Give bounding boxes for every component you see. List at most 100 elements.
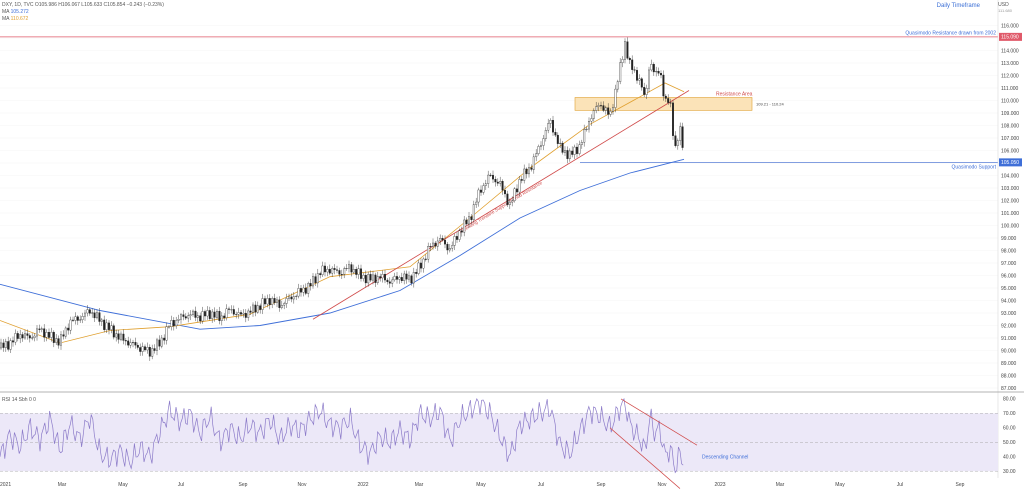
price-tick-label-6: 110.000 <box>1001 98 1019 104</box>
candle-body-239 <box>573 146 576 155</box>
candle-body-251 <box>602 105 605 111</box>
candle-body-203 <box>487 174 490 184</box>
time-label-7: Mar <box>415 482 424 488</box>
candle-body-171 <box>410 275 413 284</box>
rsi-line[interactable] <box>0 397 684 474</box>
candle-body-229 <box>549 120 552 124</box>
candle-body-103 <box>247 310 250 318</box>
candle-body-2 <box>4 341 7 348</box>
candle-body-268 <box>643 87 646 95</box>
candle-body-116 <box>278 299 281 308</box>
candle-body-133 <box>319 273 322 275</box>
candle-body-33 <box>79 319 82 321</box>
descending-channel-label: Descending Channel <box>702 454 748 460</box>
price-tick-label-19: 97.000 <box>1001 261 1017 267</box>
candle-body-119 <box>285 298 288 304</box>
candle-body-85 <box>204 311 206 317</box>
time-label-11: Nov <box>658 482 667 488</box>
price-tick-label-17: 99.000 <box>1001 236 1017 242</box>
rsi-tick-labels: 80.00 70.00 60.00 50.00 40.00 30.00 <box>1003 397 1016 475</box>
candle-body-67 <box>160 337 163 347</box>
candle-body-283 <box>679 126 682 141</box>
candle-body-118 <box>283 303 286 306</box>
candle-body-35 <box>84 312 86 317</box>
candle-body-165 <box>396 276 398 280</box>
descending-channel-upper[interactable] <box>620 398 698 446</box>
price-tick-label-12: 104.000 <box>1001 173 1019 179</box>
candle-body-235 <box>564 150 566 153</box>
candle-body-167 <box>400 277 403 282</box>
candle-body-248 <box>595 106 598 111</box>
candle-body-195 <box>468 216 470 225</box>
candle-body-145 <box>348 264 350 269</box>
candle-body-215 <box>516 188 518 193</box>
candle-body-189 <box>453 236 456 246</box>
candle-body-142 <box>340 274 343 276</box>
main-pane: Resistance Area 109.21 - 110.24 Quasimod… <box>0 25 998 390</box>
candle-body-0 <box>0 342 2 349</box>
candle-body-172 <box>412 272 415 284</box>
candle-body-73 <box>175 320 178 327</box>
candle-body-149 <box>357 268 360 275</box>
time-label-14: May <box>835 482 845 488</box>
moving-average-orange[interactable] <box>0 82 685 344</box>
time-label-13: Mar <box>776 482 785 488</box>
candle-body-6 <box>14 333 17 343</box>
candle-body-226 <box>542 138 545 146</box>
candle-body-170 <box>408 275 410 280</box>
candle-body-48 <box>115 333 118 338</box>
candle-body-70 <box>168 326 170 328</box>
candle-body-46 <box>110 325 113 330</box>
candle-body-205 <box>492 174 494 180</box>
symbol-legend[interactable]: DXY, 1D, TVC O105.986 H106.067 L105.633 … <box>2 2 164 8</box>
candle-body-37 <box>88 309 91 314</box>
candle-body-101 <box>242 312 245 315</box>
timeframe-label: Daily Timeframe <box>936 3 980 9</box>
ma1-label: MA <box>2 9 10 15</box>
candle-body-158 <box>379 276 382 279</box>
candle-body-84 <box>201 311 204 322</box>
candle-body-52 <box>124 340 127 342</box>
rsi-tick-label-2: 60.00 <box>1003 426 1016 432</box>
price-tick-label-15: 101.000 <box>1001 211 1019 217</box>
candle-body-176 <box>422 258 425 269</box>
candle-body-284 <box>681 126 684 148</box>
currency-label[interactable]: USD 111.680 <box>998 2 1012 14</box>
candle-body-242 <box>580 142 583 145</box>
ma1-legend[interactable]: MA 105.272 <box>2 9 29 15</box>
candle-body-204 <box>489 174 492 176</box>
candle-body-51 <box>122 333 125 341</box>
candle-body-200 <box>480 189 482 193</box>
candle-body-25 <box>60 334 62 346</box>
candle-body-1 <box>2 342 5 348</box>
candle-body-177 <box>424 258 427 260</box>
descending-channel-lower[interactable] <box>609 427 681 489</box>
candle-body-17 <box>40 328 43 330</box>
ma2-legend[interactable]: MA 110.672 <box>2 16 28 22</box>
price-tick-label-20: 96.000 <box>1001 273 1017 279</box>
candle-body-130 <box>312 276 314 287</box>
candle-body-183 <box>439 238 442 242</box>
candle-body-72 <box>172 320 175 327</box>
candle-body-163 <box>391 279 394 284</box>
candle-body-237 <box>568 150 571 159</box>
candle-body-154 <box>369 274 372 281</box>
candle-body-266 <box>638 78 641 81</box>
time-label-2: May <box>118 482 128 488</box>
candle-body-241 <box>578 144 581 154</box>
candle-body-75 <box>180 314 182 320</box>
candle-body-281 <box>674 135 677 146</box>
candle-body-261 <box>626 41 629 59</box>
candle-body-127 <box>304 287 307 294</box>
time-label-10: Sep <box>597 482 606 488</box>
support-price-tag: 105.050 <box>999 158 1022 167</box>
candle-body-3 <box>7 341 10 350</box>
candle-body-191 <box>458 230 461 240</box>
candle-body-151 <box>362 274 365 279</box>
candle-body-99 <box>237 312 240 315</box>
candle-body-12 <box>28 335 31 339</box>
candle-body-131 <box>314 276 317 284</box>
candle-body-153 <box>367 274 370 284</box>
candle-body-228 <box>547 123 550 131</box>
